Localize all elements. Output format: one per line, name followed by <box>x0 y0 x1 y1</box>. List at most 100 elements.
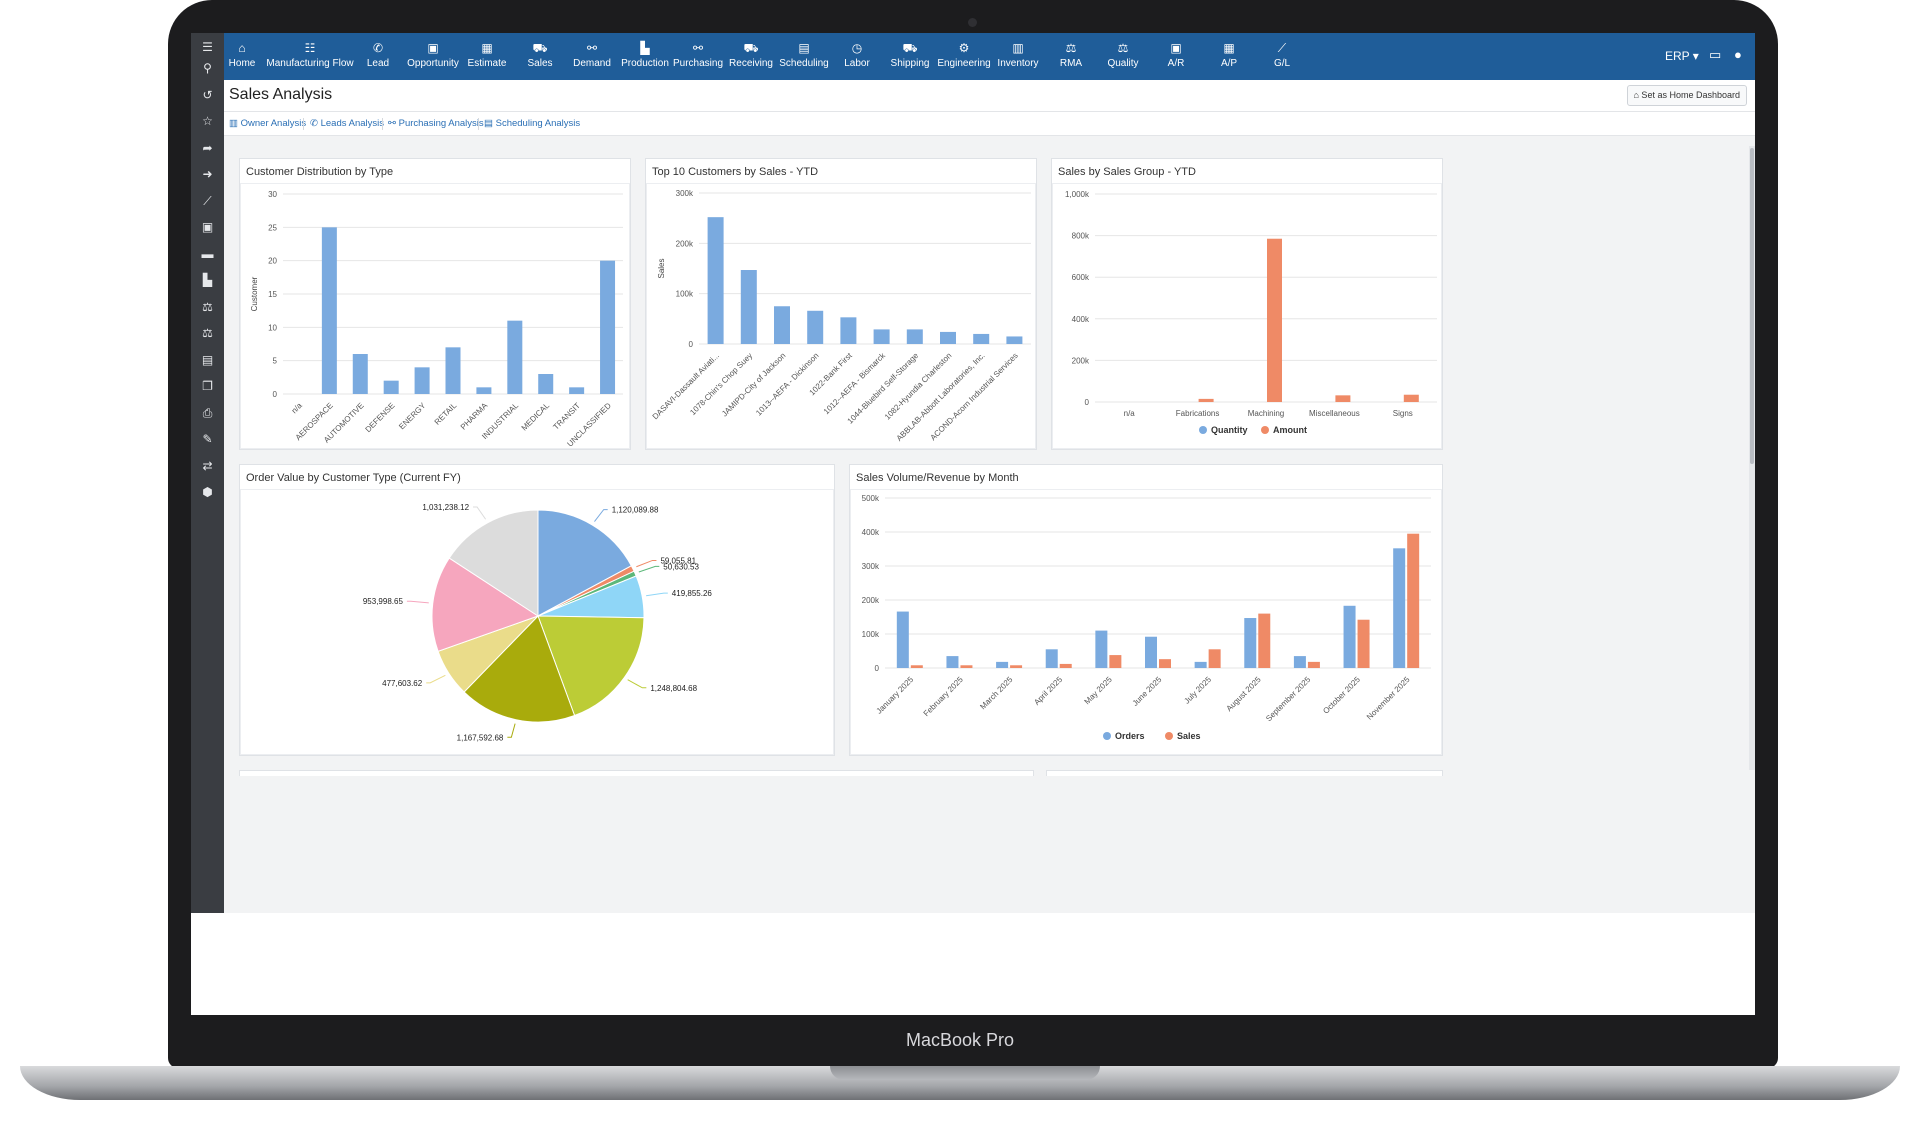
tab-leads-analysis[interactable]: ✆ Leads Analysis <box>310 118 384 129</box>
nav-item-receiving[interactable]: ⛟ Receiving <box>706 33 796 80</box>
y-tick-label: 300k <box>862 562 880 571</box>
bar <box>774 306 790 344</box>
sign-in-icon[interactable]: ➜ <box>202 167 213 181</box>
tab-scheduling-analysis[interactable]: ▤ Scheduling Analysis <box>484 118 580 129</box>
nav-item-shipping[interactable]: ⛟ Shipping <box>865 33 955 80</box>
nav-item-engineering[interactable]: ⚙ Engineering <box>919 33 1009 80</box>
panel-stub <box>1046 770 1443 776</box>
nav-item-quality[interactable]: ⚖ Quality <box>1078 33 1168 80</box>
wrench-icon[interactable]: ✎ <box>202 432 213 446</box>
nav-item-inventory[interactable]: ▥ Inventory <box>973 33 1063 80</box>
phone-icon: ✆ <box>310 118 318 129</box>
star-icon[interactable]: ☆ <box>202 114 213 128</box>
list-icon: ☷ <box>304 41 316 55</box>
bar <box>973 333 990 344</box>
nav-item-labor[interactable]: ◷ Labor <box>812 33 902 80</box>
tab-purchasing-analysis[interactable]: ⚯ Purchasing Analysis <box>388 118 484 129</box>
x-tick-label: October 2025 <box>1321 675 1362 716</box>
nav-item-purchasing[interactable]: ⚯ Purchasing <box>653 33 743 80</box>
nav-item-rma[interactable]: ⚖ RMA <box>1026 33 1116 80</box>
line-chart-icon[interactable]: ⟋ <box>203 193 212 208</box>
legend-label: Amount <box>1273 425 1307 435</box>
nav-item-lead[interactable]: ✆ Lead <box>333 33 423 80</box>
x-tick-label: 1078-Chin's Chop Suey <box>688 351 754 417</box>
bar <box>1407 533 1420 668</box>
nav-item-a-p[interactable]: ▦ A/P <box>1184 33 1274 80</box>
nav-label: Inventory <box>997 58 1039 69</box>
menu-icon[interactable]: ☰ <box>202 40 213 54</box>
scrollbar-thumb[interactable] <box>1750 148 1754 464</box>
bar <box>940 331 956 344</box>
panel-title: Order Value by Customer Type (Current FY… <box>246 472 461 484</box>
share-icon[interactable]: ➦ <box>202 140 213 155</box>
nav-item-opportunity[interactable]: ▣ Opportunity <box>388 33 478 80</box>
y-tick-label: 300k <box>676 189 694 198</box>
nav-item-manufacturing-flow[interactable]: ☷ Manufacturing Flow <box>265 33 355 80</box>
nav-item-estimate[interactable]: ▦ Estimate <box>442 33 532 80</box>
inbox-icon[interactable]: ▭ <box>1709 47 1722 62</box>
pie-data-label: 1,031,238.12 <box>422 503 469 512</box>
nav-item-sales[interactable]: ⛟ Sales <box>495 33 585 80</box>
briefcase-icon[interactable]: ▬ <box>201 246 214 261</box>
factory-icon[interactable]: ▙ <box>202 273 213 287</box>
nav-item-scheduling[interactable]: ▤ Scheduling <box>759 33 849 80</box>
x-tick-label: PHARMA <box>459 401 490 432</box>
legend-label: Sales <box>1177 731 1201 741</box>
x-tick-label: August 2025 <box>1225 675 1264 714</box>
x-tick-label: MEDICAL <box>520 401 552 433</box>
nav-item-g-l[interactable]: ⟋ G/L <box>1237 33 1327 80</box>
x-tick-label: RETAIL <box>433 401 459 427</box>
x-tick-label: 1013--AEFA - Dickinson <box>754 351 820 417</box>
pie-data-label: 1,120,089.88 <box>612 506 659 515</box>
top-nav: ERP ▾ ▭ ● ⌂ Home ☷ Manufacturing Flow ✆ Lead ▣… <box>224 33 1755 80</box>
pie-slice <box>537 509 633 617</box>
print-icon[interactable]: ⎙ <box>202 405 213 420</box>
panel-title: Customer Distribution by Type <box>246 166 394 178</box>
clock-icon: ◷ <box>851 41 863 55</box>
nav-label: Engineering <box>937 58 991 69</box>
nav-label: G/L <box>1273 58 1291 69</box>
bar <box>445 347 461 394</box>
calendar-icon[interactable]: ▤ <box>201 352 214 367</box>
legend-marker <box>1261 426 1269 434</box>
chart-customer-distribution: 051015202530Customern/aAEROSPACEAUTOMOTI… <box>250 190 623 449</box>
set-home-dashboard-button[interactable]: ⌂ Set as Home Dashboard <box>1626 85 1747 106</box>
scale-icon[interactable]: ⚖ <box>202 326 213 340</box>
nav-item-home[interactable]: ⌂ Home <box>197 33 287 80</box>
nav-item-demand[interactable]: ⚯ Demand <box>547 33 637 80</box>
page-title: Sales Analysis <box>229 86 333 103</box>
y-tick-label: 25 <box>268 223 277 232</box>
search-icon[interactable]: ⚲ <box>203 61 212 75</box>
erp-dropdown[interactable]: ERP ▾ <box>1665 49 1699 63</box>
calendar-icon: ▤ <box>484 118 493 129</box>
x-tick-label: n/a <box>1124 409 1136 418</box>
y-tick-label: 0 <box>875 664 880 673</box>
legend-marker <box>1165 732 1173 740</box>
truck-icon: ⛟ <box>743 41 759 55</box>
legend-label: Orders <box>1115 731 1145 741</box>
exchange-icon[interactable]: ⇄ <box>202 458 213 473</box>
device-label: MacBook Pro <box>905 1030 1015 1050</box>
copy-icon[interactable]: ❐ <box>202 379 213 393</box>
bar <box>1357 619 1370 668</box>
cubes-icon[interactable]: ⬢ <box>202 485 213 499</box>
x-tick-label: April 2025 <box>1032 675 1064 707</box>
scale-icon[interactable]: ⚖ <box>202 299 213 314</box>
bar <box>896 611 909 668</box>
screen: ☰ ⚲ ↺ ☆ ➦ ➜ ⟋ ▣ ▬ ▙ ⚖ ⚖ ▤ ❐ ⎙ ✎ ⇄ ⬢ ERP ▾ ▭ ● ⌂ Home ☷ Manuf… <box>191 33 1755 1015</box>
nav-item-a-r[interactable]: ▣ A/R <box>1131 33 1221 80</box>
history-icon[interactable]: ↺ <box>202 87 213 102</box>
pie-leader-line <box>507 723 516 738</box>
bar <box>1343 605 1356 668</box>
nav-item-production[interactable]: ▙ Production <box>600 33 690 80</box>
panel-stub <box>239 770 1034 776</box>
money-icon[interactable]: ▣ <box>201 220 214 234</box>
x-tick-label: Fabrications <box>1176 409 1220 418</box>
truck-icon: ⛟ <box>902 41 918 55</box>
user-icon[interactable]: ● <box>1734 47 1742 62</box>
y-tick-label: 500k <box>862 494 880 503</box>
bar <box>1208 649 1221 668</box>
y-tick-label: 200k <box>676 239 694 248</box>
tab-owner-analysis[interactable]: ▥ Owner Analysis <box>229 118 306 129</box>
